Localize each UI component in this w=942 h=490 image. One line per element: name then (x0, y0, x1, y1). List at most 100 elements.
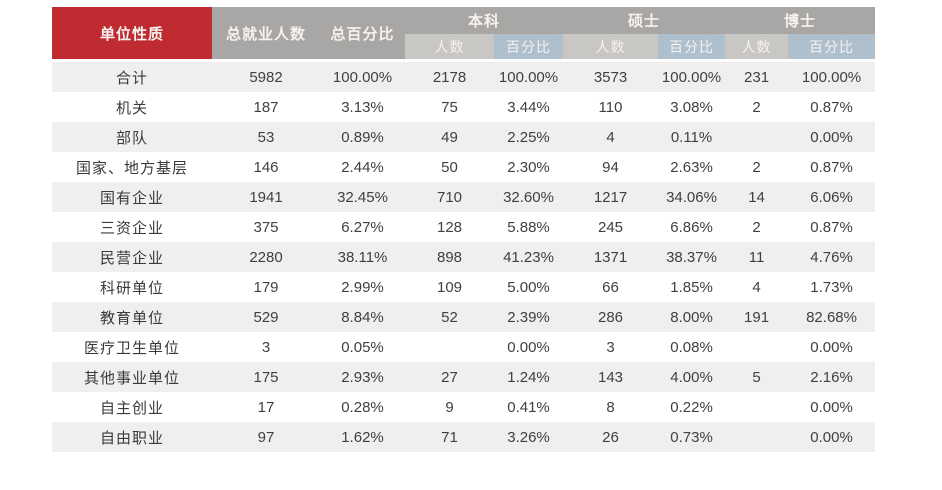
data-cell: 71 (405, 422, 494, 452)
header-group-row: 单位性质 总就业人数 总百分比 本科 硕士 博士 (52, 7, 876, 62)
data-cell: 191 (725, 302, 789, 332)
data-cell: 100.00% (658, 62, 726, 92)
row-label: 三资企业 (52, 212, 212, 242)
table-row: 医疗卫生单位 3 0.05% 0.00% 3 0.08% 0.00% (52, 332, 876, 362)
row-label: 医疗卫生单位 (52, 332, 212, 362)
data-cell (725, 332, 789, 362)
data-cell: 0.41% (494, 392, 564, 422)
header-group-doctor: 博士 (725, 7, 876, 34)
header-group-bachelor: 本科 (405, 7, 564, 34)
data-cell: 97 (212, 422, 320, 452)
data-cell: 6.27% (320, 212, 405, 242)
table-row: 其他事业单位 175 2.93% 27 1.24% 143 4.00% 5 2.16% (52, 362, 876, 392)
data-cell: 3 (212, 332, 320, 362)
header-sub-row: 人数 百分比 人数 百分比 人数 百分比 (52, 34, 876, 62)
data-cell: 2.44% (320, 152, 405, 182)
data-cell: 3.13% (320, 92, 405, 122)
data-cell: 32.45% (320, 182, 405, 212)
data-cell: 8 (563, 392, 659, 422)
subheader-master-percent: 百分比 (658, 34, 726, 62)
data-cell: 179 (212, 272, 320, 302)
data-cell: 231 (725, 62, 789, 92)
data-cell: 2.25% (494, 122, 564, 152)
data-cell: 109 (405, 272, 494, 302)
data-cell: 4.00% (658, 362, 726, 392)
data-cell: 49 (405, 122, 494, 152)
data-cell: 710 (405, 182, 494, 212)
data-cell: 100.00% (494, 62, 564, 92)
data-cell: 0.00% (788, 332, 876, 362)
data-cell: 0.22% (658, 392, 726, 422)
data-cell: 1217 (563, 182, 659, 212)
header-total-employed: 总就业人数 (212, 7, 320, 62)
data-cell: 0.05% (320, 332, 405, 362)
header-unit-type: 单位性质 (52, 7, 212, 62)
data-cell: 4 (725, 272, 789, 302)
data-cell: 5 (725, 362, 789, 392)
data-cell: 5982 (212, 62, 320, 92)
data-cell: 17 (212, 392, 320, 422)
table-header: 单位性质 总就业人数 总百分比 本科 硕士 博士 人数 百分比 人数 百分比 人… (52, 7, 876, 62)
data-cell: 38.11% (320, 242, 405, 272)
data-cell: 5.88% (494, 212, 564, 242)
row-label: 民营企业 (52, 242, 212, 272)
row-label: 国有企业 (52, 182, 212, 212)
data-cell: 0.89% (320, 122, 405, 152)
data-cell: 175 (212, 362, 320, 392)
row-label: 其他事业单位 (52, 362, 212, 392)
data-cell: 9 (405, 392, 494, 422)
table-row: 科研单位 179 2.99% 109 5.00% 66 1.85% 4 1.73% (52, 272, 876, 302)
data-cell: 3 (563, 332, 659, 362)
data-cell: 0.73% (658, 422, 726, 452)
table-row: 教育单位 529 8.84% 52 2.39% 286 8.00% 191 82.68% (52, 302, 876, 332)
data-cell: 187 (212, 92, 320, 122)
data-cell: 8.84% (320, 302, 405, 332)
row-label: 部队 (52, 122, 212, 152)
data-cell (405, 332, 494, 362)
employment-statistics-table: 单位性质 总就业人数 总百分比 本科 硕士 博士 人数 百分比 人数 百分比 人… (52, 7, 876, 452)
data-cell: 2.93% (320, 362, 405, 392)
data-cell: 3.08% (658, 92, 726, 122)
data-cell: 898 (405, 242, 494, 272)
data-cell: 100.00% (320, 62, 405, 92)
data-cell: 0.87% (788, 212, 876, 242)
data-cell: 26 (563, 422, 659, 452)
data-cell: 1.24% (494, 362, 564, 392)
data-cell: 0.11% (658, 122, 726, 152)
data-cell: 38.37% (658, 242, 726, 272)
data-cell: 0.00% (788, 392, 876, 422)
data-cell (725, 392, 789, 422)
data-cell (725, 422, 789, 452)
data-cell: 53 (212, 122, 320, 152)
data-cell: 34.06% (658, 182, 726, 212)
subheader-doctor-percent: 百分比 (788, 34, 876, 62)
subheader-doctor-count: 人数 (725, 34, 789, 62)
data-cell: 2.30% (494, 152, 564, 182)
data-cell: 8.00% (658, 302, 726, 332)
data-cell: 6.06% (788, 182, 876, 212)
data-cell: 66 (563, 272, 659, 302)
data-cell: 14 (725, 182, 789, 212)
data-cell: 41.23% (494, 242, 564, 272)
data-cell: 0.00% (494, 332, 564, 362)
data-cell: 52 (405, 302, 494, 332)
data-cell: 3.44% (494, 92, 564, 122)
table-row: 国家、地方基层 146 2.44% 50 2.30% 94 2.63% 2 0.87% (52, 152, 876, 182)
data-cell: 0.87% (788, 152, 876, 182)
data-cell: 146 (212, 152, 320, 182)
data-cell: 2 (725, 212, 789, 242)
data-cell: 529 (212, 302, 320, 332)
data-cell: 128 (405, 212, 494, 242)
data-cell: 1.73% (788, 272, 876, 302)
data-cell: 0.00% (788, 422, 876, 452)
table-row: 国有企业 1941 32.45% 710 32.60% 1217 34.06% 14 6.06% (52, 182, 876, 212)
subheader-master-count: 人数 (563, 34, 659, 62)
data-cell: 1371 (563, 242, 659, 272)
data-cell: 2.99% (320, 272, 405, 302)
table-row: 自由职业 97 1.62% 71 3.26% 26 0.73% 0.00% (52, 422, 876, 452)
data-cell (725, 122, 789, 152)
data-cell: 1.85% (658, 272, 726, 302)
data-cell: 4.76% (788, 242, 876, 272)
subheader-bachelor-count: 人数 (405, 34, 494, 62)
data-cell: 1941 (212, 182, 320, 212)
